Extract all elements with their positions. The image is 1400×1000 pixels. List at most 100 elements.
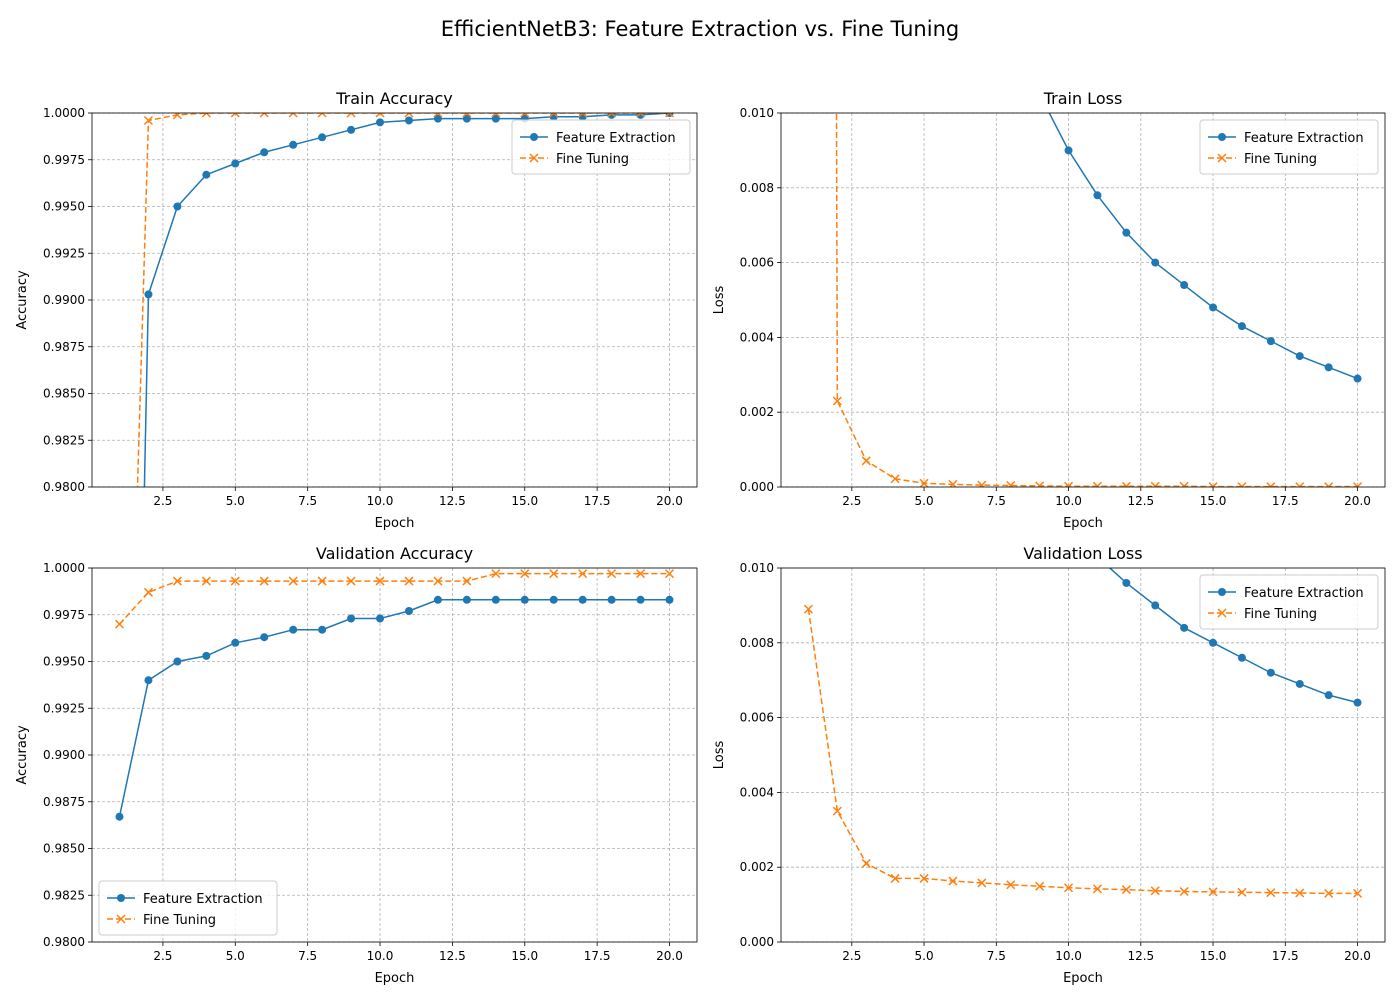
marker-x: [919, 478, 929, 487]
marker-x: [1006, 880, 1016, 890]
y-axis-label: Accuracy: [15, 270, 30, 330]
marker-x: [259, 576, 269, 586]
marker-x: [1179, 481, 1189, 487]
y-tick-label: 0.010: [740, 106, 774, 120]
series-line: [143, 113, 670, 487]
x-tick-label: 2.5: [842, 949, 861, 963]
marker-x: [1150, 481, 1160, 487]
marker-x: [491, 113, 501, 118]
marker-dot: [1324, 691, 1333, 700]
y-tick-label: 1.0000: [43, 106, 85, 120]
marker-x: [977, 878, 987, 888]
axes-title: Validation Loss: [1023, 544, 1142, 563]
marker-x: [664, 113, 675, 118]
series-line: [807, 609, 1358, 895]
y-tick-label: 0.9975: [43, 153, 85, 167]
x-tick-label: 7.5: [298, 494, 317, 508]
figure-title: EfficientNetB3: Feature Extraction vs. F…: [441, 17, 959, 41]
marker-dot: [1180, 623, 1189, 632]
x-tick-label: 15.0: [511, 494, 538, 508]
axes-frame: [780, 567, 1386, 943]
marker-dot: [289, 140, 298, 149]
marker-dot: [1180, 281, 1189, 290]
marker-dot: [607, 595, 616, 604]
legend-label: Feature Extraction: [143, 892, 263, 907]
y-tick-label: 0.9925: [43, 701, 85, 715]
marker-dot: [404, 607, 413, 616]
x-tick-label: 2.5: [842, 494, 861, 508]
marker-x: [433, 113, 443, 118]
marker-dot: [231, 159, 240, 168]
marker-dot: [549, 595, 558, 604]
axes-title: Train Accuracy: [335, 89, 453, 108]
x-axis-label: Epoch: [1063, 516, 1103, 531]
marker-x: [520, 113, 530, 118]
legend-box: [511, 119, 691, 175]
marker-dot: [115, 812, 124, 821]
plot-area: [803, 568, 1363, 898]
y-tick-label: 0.000: [740, 480, 774, 494]
marker-dot: [1209, 303, 1218, 312]
marker-x: [1208, 887, 1218, 897]
legend-box: [98, 880, 278, 936]
marker-x: [259, 113, 269, 118]
series-line: [118, 572, 670, 625]
marker-x: [1035, 881, 1045, 891]
marker-x: [172, 113, 182, 120]
marker-x: [1353, 888, 1363, 898]
marker-x: [317, 576, 327, 586]
legend: Feature Extraction Fine Tuning: [1199, 574, 1379, 630]
marker-x: [948, 876, 958, 886]
x-tick-label: 10.0: [367, 949, 394, 963]
marker-dot: [491, 595, 500, 604]
marker-dot: [462, 595, 471, 604]
marker-x: [1121, 481, 1131, 487]
marker-x: [919, 873, 929, 883]
y-tick-label: 0.004: [740, 785, 774, 799]
legend-label: Fine Tuning: [1244, 607, 1317, 622]
y-tick-label: 0.010: [740, 561, 774, 575]
marker-x: [114, 619, 125, 629]
x-tick-label: 10.0: [1055, 949, 1082, 963]
marker-dot: [1151, 258, 1160, 267]
y-tick-label: 0.002: [740, 405, 774, 419]
marker-dot: [1266, 668, 1275, 677]
legend: Feature Extraction Fine Tuning: [511, 119, 691, 175]
y-tick-label: 0.006: [740, 711, 774, 725]
y-axis-label: Accuracy: [15, 725, 30, 785]
y-tick-label: 0.9950: [43, 655, 85, 669]
marker-x: [491, 569, 501, 579]
y-tick-label: 1.0000: [43, 561, 85, 575]
marker-x: [1324, 888, 1334, 898]
marker-x: [116, 914, 126, 924]
marker-dot: [202, 651, 211, 660]
legend-label: Fine Tuning: [1244, 152, 1317, 167]
marker-x: [529, 153, 539, 163]
marker-x: [578, 113, 588, 118]
x-tick-label: 7.5: [987, 494, 1006, 508]
marker-x: [664, 569, 675, 579]
marker-x: [1217, 153, 1227, 163]
axes-frame: [91, 112, 698, 488]
y-tick-label: 0.9875: [43, 340, 85, 354]
marker-dot: [376, 614, 385, 623]
marker-x: [462, 576, 472, 586]
marker-x: [1092, 481, 1102, 487]
marker-dot: [491, 114, 500, 123]
x-tick-label: 20.0: [656, 949, 683, 963]
x-tick-label: 20.0: [1344, 494, 1371, 508]
y-tick-label: 0.9850: [43, 842, 85, 856]
x-tick-label: 2.5: [153, 949, 172, 963]
marker-x: [230, 576, 240, 586]
y-tick-label: 0.9900: [43, 748, 85, 762]
marker-x: [375, 113, 385, 118]
marker-dot: [404, 116, 413, 125]
axes-frame: [91, 567, 698, 943]
marker-dot: [1064, 146, 1073, 155]
marker-x: [890, 873, 900, 883]
x-tick-label: 17.5: [584, 949, 611, 963]
marker-x: [1035, 481, 1045, 487]
y-tick-label: 0.002: [740, 860, 774, 874]
marker-dot: [1295, 352, 1304, 361]
